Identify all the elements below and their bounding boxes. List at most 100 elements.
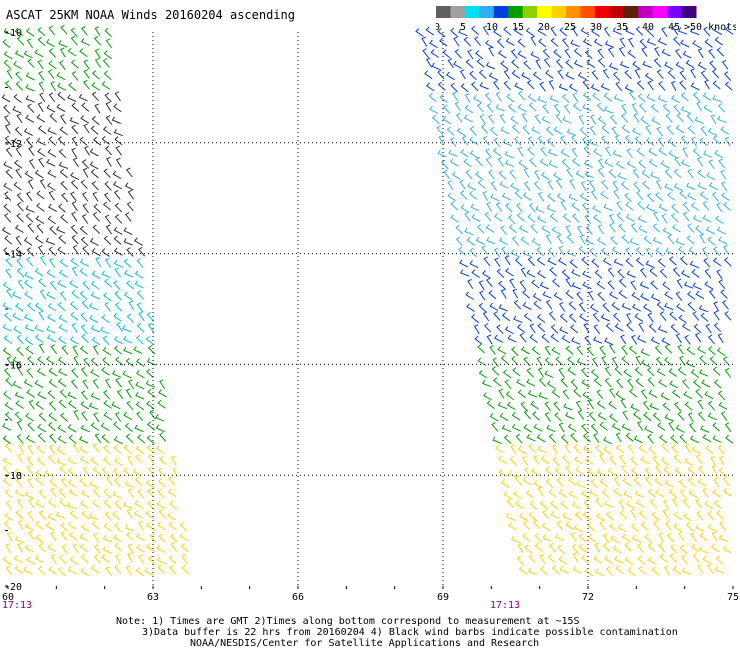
wind-barb <box>500 126 510 135</box>
wind-barb <box>2 39 11 49</box>
wind-barb <box>704 281 714 290</box>
wind-barb <box>80 115 90 124</box>
wind-barb <box>664 479 674 488</box>
wind-barb <box>663 466 672 476</box>
wind-barb <box>641 169 651 179</box>
wind-barb <box>673 36 681 46</box>
wind-barb <box>60 530 68 541</box>
wind-barb <box>665 520 672 531</box>
wind-barb <box>524 466 531 477</box>
wind-barb <box>678 531 685 541</box>
wind-barb <box>24 544 34 553</box>
wind-barb <box>90 564 100 574</box>
wind-barb <box>683 512 692 522</box>
wind-barb <box>48 246 56 256</box>
wind-barb <box>24 313 34 322</box>
wind-barb <box>672 267 681 277</box>
wind-barb <box>25 114 35 123</box>
wind-barb <box>547 193 556 203</box>
wind-barb <box>526 433 536 442</box>
wind-barb <box>550 26 557 37</box>
wind-barb <box>459 190 468 200</box>
wind-barb <box>718 467 727 477</box>
wind-barb <box>692 282 702 290</box>
wind-barb <box>68 434 77 444</box>
wind-barb <box>6 532 13 542</box>
wind-barb <box>26 191 33 202</box>
wind-barb <box>38 310 45 321</box>
wind-barb <box>514 257 523 267</box>
wind-barb <box>522 249 532 258</box>
wind-barb <box>707 346 716 356</box>
wind-barb <box>49 280 57 291</box>
wind-barb <box>687 290 696 300</box>
wind-barb <box>695 388 703 399</box>
wind-barb <box>512 367 521 377</box>
wind-barb <box>486 201 492 212</box>
wind-barb <box>596 102 605 112</box>
wind-barb <box>158 508 166 519</box>
wind-barb <box>24 522 35 531</box>
wind-barb <box>167 512 177 521</box>
scale-swatch <box>667 6 683 18</box>
wind-barb <box>82 280 90 290</box>
wind-barb <box>687 192 697 201</box>
wind-barb <box>707 128 718 136</box>
wind-barb <box>37 59 44 70</box>
wind-barb <box>504 379 512 390</box>
wind-barb <box>1 94 11 103</box>
wind-barb <box>686 346 695 356</box>
wind-barb <box>694 332 702 343</box>
wind-barb <box>113 189 121 200</box>
wind-barb <box>25 72 35 81</box>
wind-barb <box>705 323 712 334</box>
wind-barb <box>578 114 585 125</box>
wind-barb <box>114 411 122 422</box>
wind-barb <box>539 500 549 510</box>
wind-barb <box>145 510 154 520</box>
scale-swatch <box>450 6 466 18</box>
wind-barb <box>508 214 516 225</box>
wind-barb <box>47 69 55 79</box>
wind-barb <box>496 38 505 49</box>
wind-barb <box>640 389 648 400</box>
wind-barb <box>28 146 35 157</box>
wind-barb <box>603 203 613 212</box>
wind-barb <box>67 47 77 57</box>
wind-barb <box>588 138 598 147</box>
wind-barb <box>36 114 46 123</box>
wind-barb <box>149 409 156 420</box>
wind-barb <box>591 70 599 80</box>
wind-barb <box>450 201 459 211</box>
wind-barb <box>469 126 477 136</box>
wind-barb <box>517 389 527 399</box>
wind-barb <box>459 69 466 80</box>
wind-barb <box>630 456 638 466</box>
wind-barb <box>691 543 700 553</box>
wind-barb <box>612 545 623 554</box>
wind-barb <box>650 498 658 509</box>
wind-barb <box>711 465 718 475</box>
wind-barb <box>450 137 457 148</box>
wind-barb <box>158 389 167 398</box>
scale-label: 35 <box>616 22 628 33</box>
wind-barb <box>583 322 590 333</box>
wind-barb <box>105 101 112 112</box>
scale-label: 5 <box>460 22 466 33</box>
wind-barb <box>37 125 47 135</box>
wind-barb <box>655 247 664 257</box>
wind-barb <box>482 190 489 201</box>
wind-barb <box>511 346 519 356</box>
wind-barb <box>700 70 708 81</box>
wind-barb <box>81 159 90 169</box>
wind-barb <box>592 357 599 367</box>
wind-barb <box>541 116 551 124</box>
wind-barb <box>25 205 35 213</box>
wind-barb <box>569 259 578 269</box>
wind-barb <box>26 389 35 398</box>
wind-barb <box>573 47 583 57</box>
wind-barb <box>146 435 155 445</box>
wind-barb <box>597 57 606 68</box>
wind-barb <box>115 157 122 168</box>
wind-barb <box>640 116 649 126</box>
